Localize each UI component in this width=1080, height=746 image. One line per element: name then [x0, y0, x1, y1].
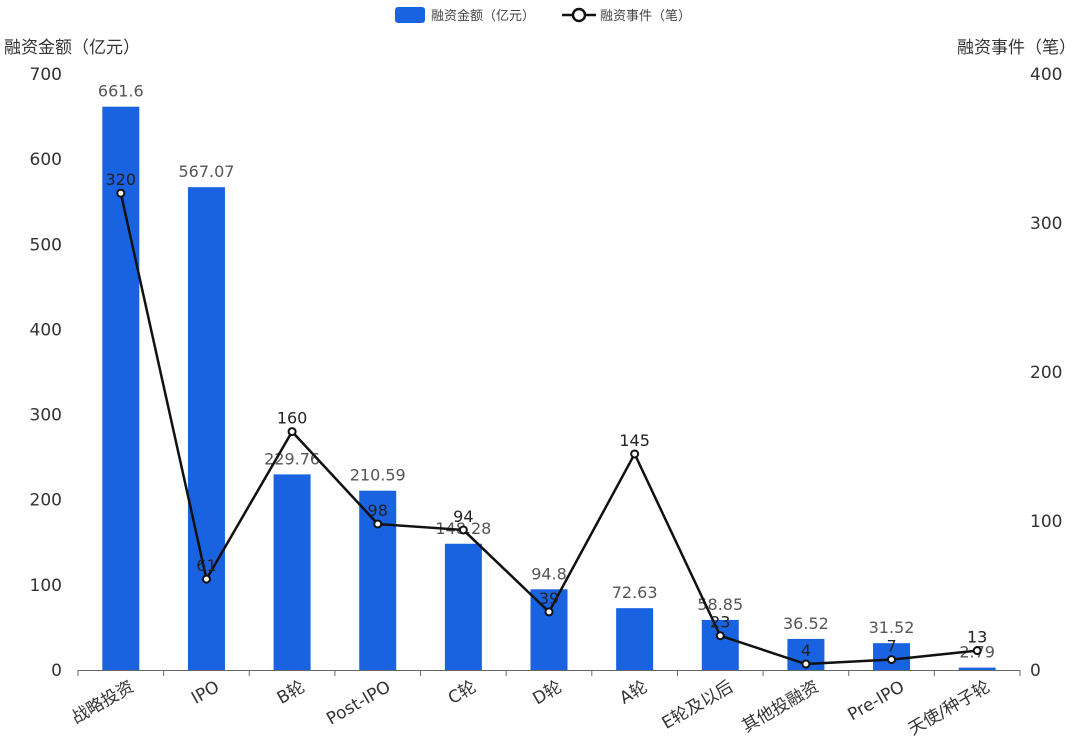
line-value-label: 7 [886, 637, 896, 656]
legend-bar-swatch [395, 7, 425, 23]
bar-data-labels: 661.6567.07229.76210.59148.2894.872.6358… [98, 82, 995, 662]
x-axis-categories: 战略投资 IPO B轮 Post-IPO C轮 D轮 A轮 E轮及以后 其他投融资 Pre-IPO… [68, 676, 993, 740]
line-point [715, 631, 725, 641]
bar [530, 589, 568, 670]
y-left-tick-label: 600 [30, 150, 62, 170]
y-left-tick-label: 500 [30, 235, 62, 255]
x-category-label: 其他投融资 [739, 677, 823, 737]
legend-bar-label: 融资金额（亿元） [431, 8, 535, 24]
line-series: 320 61 160 98 94 39 145 23 4 7 13 [106, 170, 987, 669]
bar-series [102, 106, 996, 671]
line-value-label: 145 [619, 431, 650, 450]
line-point [801, 659, 811, 669]
x-axis-ticks [77, 670, 1021, 676]
y-right-tick-label: 100 [1030, 512, 1062, 532]
y-left-tick-label: 200 [30, 491, 62, 511]
line-point [116, 188, 126, 198]
line-point [458, 525, 468, 535]
y-axis-left-title: 融资金额（亿元） [4, 38, 140, 58]
y-axis-right: 0 100 200 300 400 [1030, 65, 1062, 681]
line-point [373, 519, 383, 529]
line-point [544, 607, 554, 617]
bar-value-label: 567.07 [178, 162, 234, 181]
bar [273, 474, 311, 670]
line-point [630, 449, 640, 459]
y-right-tick-label: 400 [1030, 65, 1062, 85]
x-category-label: E轮及以后 [659, 677, 737, 734]
line-value-label: 39 [539, 589, 559, 608]
bar [958, 667, 996, 670]
line-point [972, 646, 982, 656]
bar [102, 106, 140, 671]
bar-value-label: 36.52 [783, 614, 829, 633]
y-right-tick-label: 300 [1030, 214, 1062, 234]
legend-line-label: 融资事件（笔） [600, 8, 691, 24]
line-value-label: 320 [106, 170, 137, 189]
y-right-tick-label: 200 [1030, 363, 1062, 383]
x-category-label: B轮 [274, 677, 309, 709]
x-category-label: D轮 [529, 677, 565, 709]
line-value-label: 98 [368, 501, 388, 520]
line-value-label: 13 [967, 628, 987, 647]
line-value-label: 4 [801, 641, 811, 660]
y-left-tick-label: 400 [30, 320, 62, 340]
x-category-label: A轮 [616, 677, 651, 709]
line-point [201, 574, 211, 584]
line-point [887, 655, 897, 665]
y-left-tick-label: 0 [51, 661, 62, 681]
line-value-label: 94 [453, 507, 473, 526]
legend: 融资金额（亿元） 融资事件（笔） [395, 7, 691, 24]
line-point [287, 427, 297, 437]
bar-value-label: 661.6 [98, 82, 144, 101]
y-right-tick-label: 0 [1030, 661, 1041, 681]
bar [701, 619, 739, 670]
bar [187, 187, 225, 670]
line-value-label: 160 [277, 409, 308, 428]
x-category-label: IPO [188, 677, 223, 709]
bar-value-label: 31.52 [869, 618, 915, 637]
bar-value-label: 94.8 [531, 564, 567, 583]
line-value-label: 23 [710, 613, 730, 632]
bar [616, 608, 654, 670]
line-value-label: 61 [196, 556, 216, 575]
x-category-label: C轮 [445, 677, 480, 709]
y-axis-right-title: 融资事件（笔） [957, 38, 1076, 58]
legend-line-marker [571, 7, 587, 23]
bar [444, 543, 482, 670]
y-left-tick-label: 100 [30, 576, 62, 596]
y-axis-left: 0 100 200 300 400 500 600 700 [30, 65, 62, 681]
x-category-label: Pre-IPO [845, 677, 909, 725]
x-category-label: 天使/种子轮 [905, 676, 994, 740]
y-left-tick-label: 300 [30, 406, 62, 426]
y-left-tick-label: 700 [30, 65, 62, 85]
bar-value-label: 72.63 [612, 583, 658, 602]
x-category-label: Post-IPO [323, 677, 394, 730]
x-category-label: 战略投资 [68, 677, 137, 728]
bar-value-label: 210.59 [350, 466, 406, 485]
